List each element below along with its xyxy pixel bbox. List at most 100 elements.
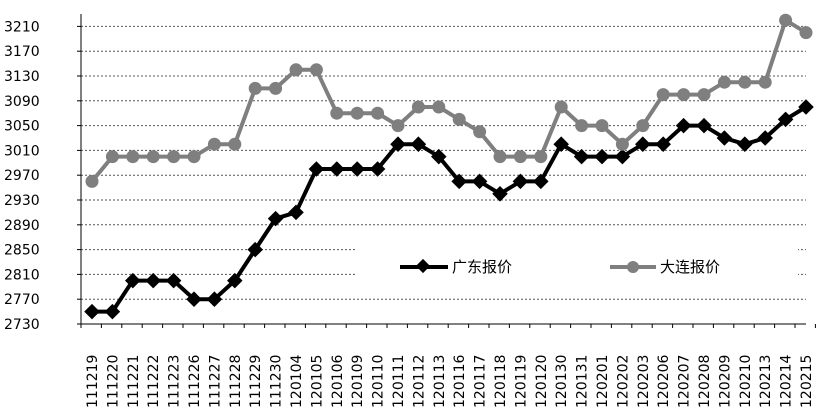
data-point: [289, 63, 303, 77]
x-tick-label: 120203: [636, 355, 652, 408]
legend-marker-guangdong: [415, 258, 431, 274]
legend: 广东报价 大连报价: [356, 242, 798, 294]
data-point: [187, 150, 201, 164]
data-point: [677, 88, 691, 102]
data-point: [716, 130, 733, 146]
data-point: [758, 75, 772, 89]
data-point: [635, 136, 651, 152]
data-point: [636, 119, 650, 133]
data-point: [594, 148, 610, 165]
x-tick-label: 120207: [677, 355, 693, 408]
x-tick-label: 120120: [534, 355, 550, 408]
data-point: [799, 26, 813, 40]
data-point: [330, 106, 344, 120]
x-tick-label: 120111: [391, 355, 407, 408]
data-point: [492, 186, 508, 202]
data-point: [410, 136, 427, 152]
y-tick-label: 2810: [4, 267, 40, 283]
y-tick-label: 3130: [4, 69, 40, 85]
data-point: [615, 137, 629, 151]
legend-label-dalian: 大连报价: [660, 258, 720, 276]
data-point: [513, 150, 527, 164]
y-tick-label: 3050: [4, 119, 40, 135]
x-tick-label: 120209: [717, 355, 733, 408]
data-point: [595, 119, 609, 133]
x-tick-label: 120131: [575, 355, 591, 408]
y-tick-label: 2770: [4, 292, 40, 308]
data-point: [512, 173, 529, 190]
y-tick-label: 2970: [4, 168, 40, 184]
series-0: [84, 99, 814, 320]
data-point: [186, 291, 202, 307]
x-tick-label: 111226: [187, 354, 203, 408]
x-tick-label: 120109: [350, 355, 366, 408]
y-tick-label: 3170: [4, 44, 40, 60]
y-tick-label: 2730: [4, 317, 40, 333]
x-tick-label: 120206: [656, 354, 672, 408]
series-1: [85, 13, 813, 188]
y-tick-label: 3210: [4, 19, 40, 35]
y-tick-label: 3010: [4, 143, 40, 159]
x-tick-label: 120202: [615, 355, 631, 408]
data-point: [207, 137, 221, 151]
series-layer: [84, 13, 814, 320]
x-tick-label: 111229: [248, 355, 264, 408]
data-point: [390, 136, 406, 152]
x-tick-label: 111228: [228, 355, 244, 408]
x-axis: 111219 111220 111221 111222 111223 111226 1112…: [80, 323, 816, 408]
data-point: [614, 148, 631, 165]
data-point: [473, 125, 487, 139]
data-point: [757, 130, 773, 146]
data-point: [228, 137, 242, 151]
data-point: [267, 210, 284, 227]
x-tick-label: 111230: [269, 355, 285, 408]
x-tick-label: 120110: [371, 355, 387, 408]
data-point: [411, 100, 425, 114]
data-point: [451, 173, 467, 190]
x-tick-label: 120130: [554, 355, 570, 408]
x-tick-label: 111219: [85, 355, 101, 408]
data-point: [349, 161, 365, 177]
x-tick-label: 111223: [167, 355, 183, 408]
data-point: [533, 173, 549, 190]
data-point: [493, 150, 507, 164]
x-tick-label: 120117: [473, 355, 489, 408]
x-tick-label: 111227: [207, 355, 223, 408]
y-axis: 2730 2770 2810 2850 2890 2930 2970 3010 3050 3090…: [4, 14, 82, 333]
data-point: [717, 75, 731, 89]
data-point: [288, 204, 304, 221]
data-point: [85, 174, 99, 188]
data-point: [105, 150, 119, 164]
data-point: [432, 100, 446, 114]
data-point: [471, 173, 488, 190]
data-point: [308, 161, 325, 177]
legend-marker-dalian: [627, 261, 639, 273]
x-tick-label: 120213: [758, 355, 774, 408]
data-point: [165, 272, 182, 289]
data-point: [431, 148, 447, 165]
x-tick-label: 120210: [738, 355, 754, 408]
data-point: [206, 291, 223, 307]
x-tick-label: 120105: [309, 355, 325, 408]
data-point: [329, 161, 345, 177]
data-point: [554, 100, 568, 114]
x-tick-label: 111221: [126, 355, 142, 408]
x-tick-label: 120118: [493, 355, 509, 408]
x-tick-label: 120112: [411, 355, 427, 408]
data-point: [738, 75, 752, 89]
x-tick-label: 120214: [779, 354, 795, 408]
data-point: [247, 241, 263, 258]
x-tick-label: 120119: [513, 355, 529, 408]
data-point: [248, 81, 262, 95]
data-point: [350, 106, 364, 120]
data-point: [371, 106, 385, 120]
x-tick-label: 111222: [146, 355, 162, 408]
data-point: [145, 272, 161, 289]
data-point: [737, 136, 753, 152]
data-point: [126, 150, 140, 164]
data-point: [452, 112, 466, 126]
x-tick-label: 120113: [432, 355, 448, 408]
legend-item-dalian: 大连报价: [610, 258, 720, 276]
data-point: [309, 63, 323, 77]
